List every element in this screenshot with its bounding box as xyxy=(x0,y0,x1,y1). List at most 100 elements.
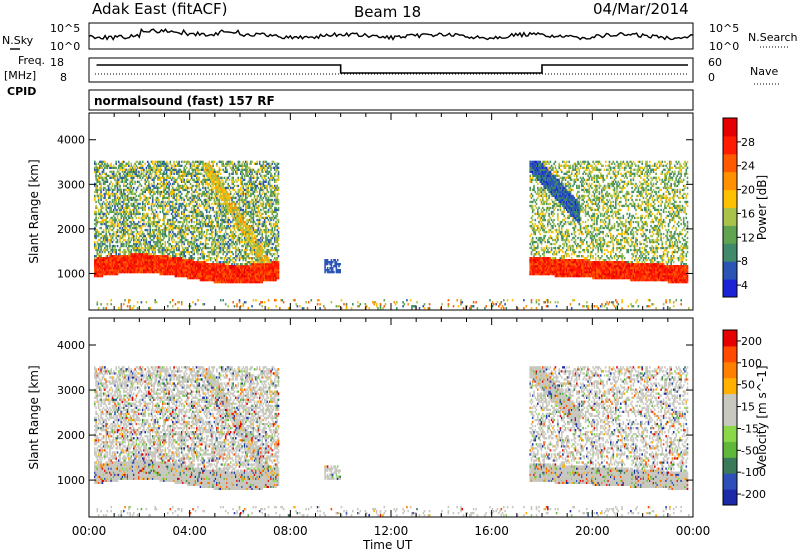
power-cell xyxy=(192,194,194,198)
power-cell xyxy=(110,299,112,302)
power-cell xyxy=(219,263,222,266)
power-cell xyxy=(184,250,187,254)
power-cell xyxy=(213,210,216,214)
power-cell xyxy=(167,222,169,226)
power-cell xyxy=(201,160,203,163)
power-cell xyxy=(217,238,219,242)
power-cell xyxy=(114,206,116,210)
power-cell xyxy=(184,246,187,250)
power-cell xyxy=(177,220,179,224)
power-cell xyxy=(146,259,149,262)
power-cell xyxy=(212,240,214,244)
power-cell xyxy=(96,166,99,169)
power-cell xyxy=(117,263,120,266)
power-cell xyxy=(129,216,131,220)
power-cell xyxy=(182,176,184,179)
power-cell xyxy=(251,160,253,163)
power-cell xyxy=(238,259,241,262)
power-cell xyxy=(150,246,153,250)
power-cell xyxy=(110,180,112,183)
power-cell xyxy=(165,174,168,177)
power-cell xyxy=(114,250,116,254)
power-cell xyxy=(213,248,216,252)
power-cell xyxy=(237,208,240,212)
power-cell xyxy=(153,180,155,183)
power-cell xyxy=(242,200,245,204)
power-cell xyxy=(235,248,237,252)
power-cell xyxy=(135,265,138,268)
power-cell xyxy=(146,198,149,202)
power-cell xyxy=(154,261,156,264)
power-cell xyxy=(164,172,167,175)
power-cell xyxy=(135,250,138,254)
power-cell xyxy=(236,180,238,183)
power-cell xyxy=(242,212,245,216)
power-cell xyxy=(182,228,184,232)
power-cell xyxy=(187,273,189,276)
power-cell xyxy=(158,267,160,270)
power-cell xyxy=(107,263,110,266)
power-cell xyxy=(169,206,172,210)
power-cell xyxy=(213,196,216,200)
power-cell xyxy=(245,198,247,202)
power-cell xyxy=(170,250,173,254)
power-cell xyxy=(247,257,250,260)
power-cell xyxy=(189,186,192,190)
power-cell xyxy=(117,234,120,238)
power-cell xyxy=(134,192,136,196)
power-cell xyxy=(190,214,193,218)
power-cell xyxy=(133,263,135,266)
power-cell xyxy=(121,255,124,258)
power-cell xyxy=(169,269,172,272)
power-cell xyxy=(237,248,240,252)
power-cell xyxy=(178,162,180,165)
power-cell xyxy=(145,236,148,240)
power-cell xyxy=(136,267,139,270)
power-cell xyxy=(105,198,107,202)
power-cell xyxy=(251,236,253,240)
power-cell xyxy=(194,226,197,230)
power-cell xyxy=(238,281,241,284)
power-cell xyxy=(213,267,216,270)
power-cell xyxy=(209,228,212,232)
power-cell xyxy=(255,230,257,234)
power-cell xyxy=(131,196,134,200)
power-cell xyxy=(231,208,233,212)
power-cell xyxy=(172,218,174,222)
power-cell xyxy=(197,277,199,280)
date-title: 04/Mar/2014 xyxy=(593,0,689,18)
power-cell xyxy=(198,162,201,165)
power-cell xyxy=(126,206,129,210)
power-cell xyxy=(107,228,110,232)
power-cell xyxy=(140,253,143,256)
power-cell xyxy=(131,176,134,179)
power-cell xyxy=(150,257,153,260)
power-cell xyxy=(177,226,179,230)
power-cell xyxy=(247,273,250,276)
power-cell xyxy=(233,232,236,236)
power-cell xyxy=(149,224,151,228)
power-cell xyxy=(192,160,194,163)
power-cell xyxy=(174,259,177,262)
power-cell xyxy=(119,255,121,258)
power-cell xyxy=(144,178,146,181)
power-cell xyxy=(248,267,251,270)
power-cell xyxy=(241,176,243,179)
power-cell xyxy=(227,192,229,196)
power-cell xyxy=(167,273,169,276)
power-cell xyxy=(131,259,134,262)
power-cell xyxy=(188,172,190,175)
power-cell xyxy=(206,214,208,218)
power-cell xyxy=(120,206,123,210)
power-cell xyxy=(153,265,155,268)
power-cell xyxy=(169,261,172,264)
power-cell xyxy=(187,160,189,163)
power-cell xyxy=(246,182,248,186)
power-cell xyxy=(238,240,241,244)
power-cell xyxy=(105,261,107,264)
power-cell xyxy=(114,271,116,274)
power-cell xyxy=(104,271,106,274)
power-cell xyxy=(149,170,151,173)
power-cell xyxy=(243,210,246,214)
power-cell xyxy=(190,230,193,234)
